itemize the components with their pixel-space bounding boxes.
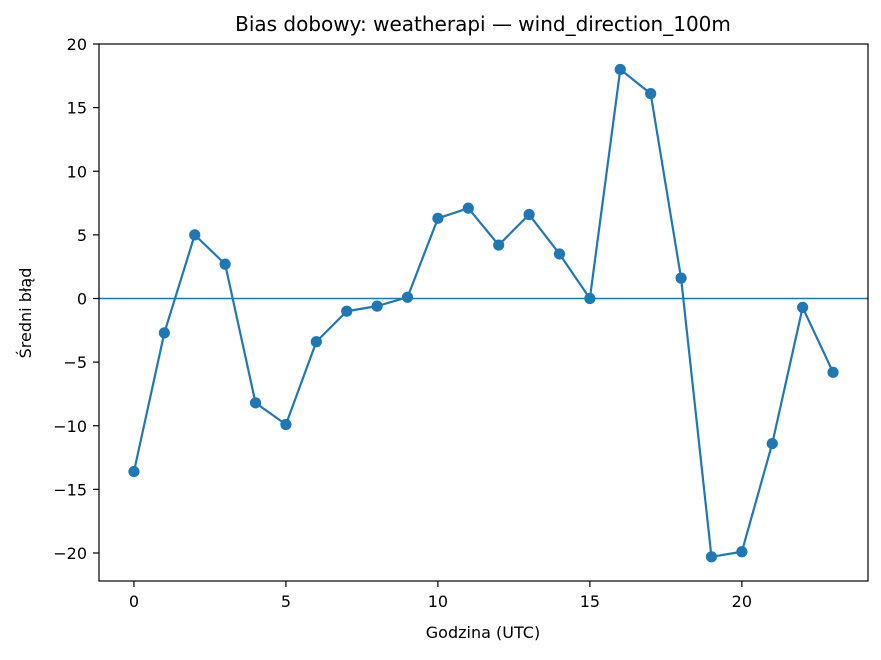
data-point-5 [280, 418, 292, 431]
data-point-20 [736, 546, 748, 558]
x-tick-label: 5 [281, 592, 291, 611]
x-tick-label: 20 [732, 592, 752, 611]
y-tick-label: 5 [77, 226, 87, 245]
data-point-17 [645, 88, 657, 100]
data-point-0 [128, 465, 140, 478]
data-point-10 [432, 212, 444, 224]
y-tick-label: 15 [67, 99, 87, 118]
data-point-14 [553, 248, 566, 260]
y-tick-label: −10 [53, 417, 87, 436]
data-point-11 [462, 202, 474, 214]
plot-frame [98, 43, 869, 582]
x-tick-layer: 0 5 10 15 20 [129, 581, 752, 611]
y-tick-label: −15 [53, 480, 87, 499]
data-point-7 [341, 305, 353, 317]
y-tick-label: −5 [63, 353, 87, 372]
x-tick-label: 0 [129, 592, 139, 611]
series-line-0 [132, 68, 835, 558]
data-point-2 [189, 229, 201, 241]
data-point-19 [705, 551, 718, 563]
y-tick-label: 20 [67, 35, 87, 54]
data-point-22 [797, 301, 809, 314]
y-tick-label: 10 [67, 162, 87, 181]
data-point-16 [614, 63, 626, 76]
data-point-13 [523, 208, 535, 221]
data-point-15 [584, 292, 596, 305]
series-layer [128, 63, 839, 563]
data-point-21 [766, 437, 778, 450]
data-point-18 [675, 272, 687, 284]
data-point-23 [827, 366, 839, 378]
x-tick-label: 10 [428, 592, 448, 611]
data-point-3 [219, 258, 231, 270]
y-tick-label: 0 [77, 290, 87, 309]
data-point-9 [401, 291, 414, 303]
data-point-6 [310, 336, 322, 348]
x-axis-label: Godzina (UTC) [426, 623, 540, 642]
data-point-1 [158, 327, 170, 339]
data-point-8 [371, 300, 383, 312]
x-tick-label: 15 [580, 592, 600, 611]
data-point-4 [249, 397, 262, 409]
data-point-12 [493, 239, 505, 251]
y-tick-layer: 20 15 10 5 0 −5 −10 −15 −20 [53, 35, 99, 563]
y-tick-label: −20 [53, 544, 87, 563]
chart-title: Bias dobowy: weatherapi — wind_direction… [235, 12, 731, 36]
y-axis-label: Średni błąd [16, 268, 35, 359]
